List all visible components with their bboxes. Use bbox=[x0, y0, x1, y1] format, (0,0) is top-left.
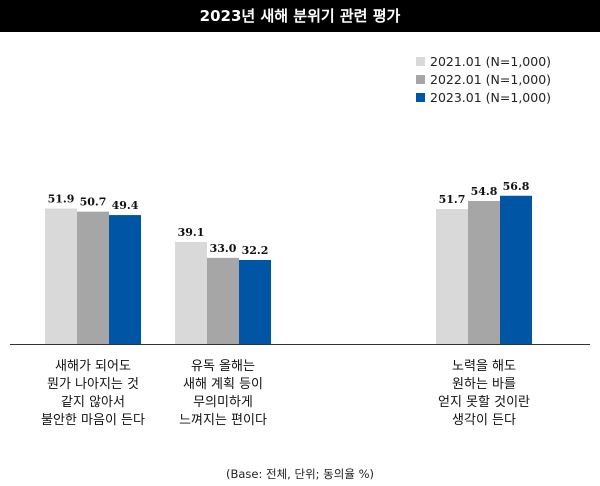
data-label-c0-s0: 51.9 bbox=[48, 193, 75, 206]
category-label-1-line-0: 유독 올해는 bbox=[191, 359, 255, 374]
legend-item-2023: 2023.01 (N=1,000) bbox=[416, 88, 551, 106]
data-label-c2-s2: 56.8 bbox=[503, 180, 530, 193]
bar-c1-s2 bbox=[239, 259, 271, 344]
category-label-2-line-1: 원하는 바를 bbox=[452, 377, 516, 392]
bar-c1-s0 bbox=[175, 241, 207, 344]
data-label-c1-s1: 33.0 bbox=[210, 242, 237, 255]
legend-swatch-2022 bbox=[416, 74, 425, 84]
bar-c0-s1 bbox=[77, 211, 109, 344]
bar-c0-s0 bbox=[45, 208, 77, 344]
bar-c2-s0 bbox=[436, 209, 468, 344]
data-label-c0-s2: 49.4 bbox=[112, 199, 139, 212]
legend-item-2022: 2022.01 (N=1,000) bbox=[416, 70, 551, 88]
legend-swatch-2021 bbox=[416, 56, 425, 66]
bar-c1-s1 bbox=[207, 257, 239, 344]
data-label-c1-s2: 32.2 bbox=[242, 244, 269, 257]
category-label-0-line-2: 같지 않아서 bbox=[61, 395, 125, 410]
data-label-c1-s0: 39.1 bbox=[178, 226, 205, 239]
chart-title: 2023년 새해 분위기 관련 평가 bbox=[0, 0, 600, 32]
data-label-c0-s1: 50.7 bbox=[80, 196, 107, 209]
bar-c2-s2 bbox=[500, 195, 532, 344]
legend-swatch-2023 bbox=[416, 92, 425, 102]
category-label-1-line-2: 무의미하게 bbox=[193, 395, 253, 410]
category-label-1-line-3: 느껴지는 편이다 bbox=[179, 413, 267, 428]
legend-label-2021: 2021.01 (N=1,000) bbox=[430, 53, 552, 69]
category-label-0-line-0: 새해가 되어도 bbox=[55, 359, 131, 374]
legend-label-2023: 2023.01 (N=1,000) bbox=[430, 89, 552, 105]
footnote: (Base: 전체, 단위; 동의율 %) bbox=[226, 467, 374, 481]
bar-c0-s2 bbox=[109, 215, 141, 344]
category-label-0-line-3: 불안한 마음이 든다 bbox=[41, 413, 145, 428]
category-label-2-line-3: 생각이 든다 bbox=[452, 413, 516, 428]
category-label-1-line-1: 새해 계획 등이 bbox=[182, 377, 264, 392]
data-label-c2-s1: 54.8 bbox=[471, 185, 498, 198]
legend: 2021.01 (N=1,000) 2022.01 (N=1,000) 2023… bbox=[416, 52, 551, 106]
data-label-c2-s0: 51.7 bbox=[439, 193, 466, 206]
legend-label-2022: 2022.01 (N=1,000) bbox=[430, 71, 552, 87]
bar-c2-s1 bbox=[468, 200, 500, 344]
category-label-2-line-0: 노력을 해도 bbox=[452, 359, 516, 374]
category-label-0-line-1: 뭔가 나아지는 것 bbox=[47, 377, 139, 392]
category-label-2-line-2: 얻지 못할 것이란 bbox=[438, 395, 530, 410]
legend-item-2021: 2021.01 (N=1,000) bbox=[416, 52, 551, 70]
